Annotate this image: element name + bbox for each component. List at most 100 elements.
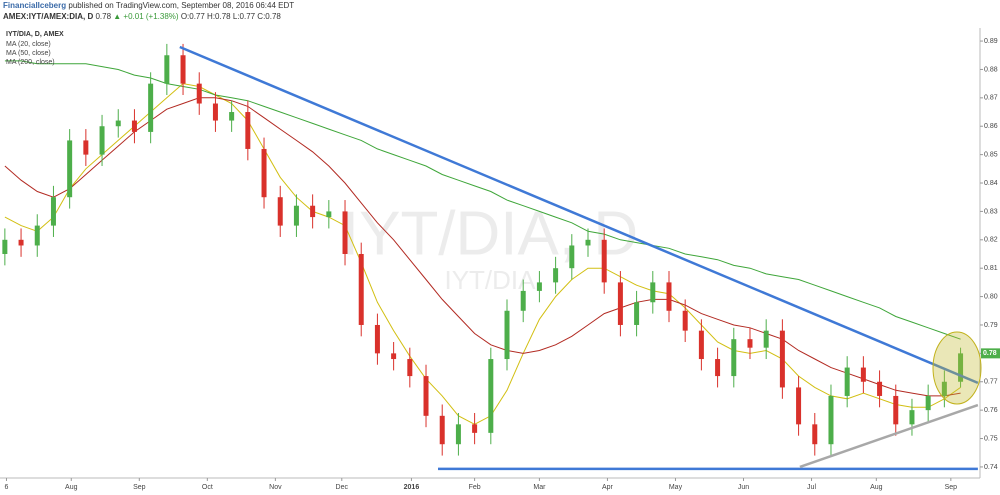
x-tick-label: 6 [5, 484, 9, 491]
watermark-sub: IYT/DIA [444, 265, 536, 295]
y-tick-label: 0.86 [984, 123, 998, 130]
candle-body [796, 387, 802, 425]
candle-body [245, 112, 251, 149]
ma-line [4, 97, 961, 397]
legend-entry: MA (20, close) [6, 41, 51, 48]
candle-body [472, 424, 478, 433]
y-tick-label: 0.77 [984, 379, 998, 386]
y-tick-label: 0.79 [984, 322, 998, 329]
candle-body [2, 239, 8, 254]
publisher: FinancialIceberg [3, 1, 67, 10]
candle-body [212, 103, 218, 121]
price-tag-label: 0.78 [983, 350, 997, 357]
x-tick-label: 2016 [404, 484, 420, 491]
watermark: IYT/DIA, D [342, 199, 638, 268]
candle-body [828, 395, 834, 445]
candle-body [180, 55, 186, 84]
candle-body [941, 381, 947, 396]
x-tick-label: Aug [870, 484, 883, 491]
candle-body [909, 410, 915, 425]
candle-body [504, 310, 510, 360]
candle-body [34, 225, 40, 246]
candle-body [731, 339, 737, 377]
candle-body [666, 282, 672, 311]
candle-body [50, 197, 56, 226]
symbol: AMEX:IYT/AMEX:DIA, D [3, 12, 94, 21]
candle-body [958, 353, 964, 382]
y-tick-label: 0.89 [984, 38, 998, 45]
x-tick-label: Sep [945, 484, 958, 491]
candle-body [634, 302, 640, 325]
candle-body [812, 424, 818, 445]
candle-body [83, 140, 89, 155]
candle-body [860, 367, 866, 382]
candle-body [553, 268, 559, 283]
candle-body [601, 239, 607, 283]
x-tick-label: Jun [738, 484, 749, 491]
candle-body [455, 424, 461, 445]
x-tick-label: Aug [65, 484, 78, 491]
candle-body [893, 395, 899, 425]
y-tick-label: 0.83 [984, 208, 998, 215]
candle-body [342, 211, 348, 254]
candle-body [358, 253, 364, 325]
candle-body [763, 330, 769, 348]
last-price: 0.78 [95, 12, 112, 21]
x-tick-label: Dec [336, 484, 349, 491]
y-tick-label: 0.76 [984, 407, 998, 414]
candle-body [715, 359, 721, 377]
candle-body [585, 239, 591, 246]
ma-line [4, 83, 961, 425]
x-tick-label: Jul [807, 484, 816, 491]
candle-body [423, 376, 429, 416]
candle-body [115, 120, 121, 127]
trend-line [799, 403, 979, 469]
trend-line [179, 45, 979, 385]
y-tick-label: 0.88 [984, 66, 998, 73]
candle-body [310, 205, 316, 218]
ohlc: O:0.77 H:0.78 L:0.77 C:0.78 [180, 12, 281, 21]
x-tick-label: Nov [269, 484, 282, 491]
candle-body [164, 55, 170, 84]
x-tick-label: May [669, 484, 683, 491]
candle-body [148, 83, 154, 132]
candle-body [229, 112, 235, 121]
x-tick-label: Feb [469, 484, 481, 491]
candle-body [277, 197, 283, 226]
legend-title: IYT/DIA, D, AMEX [6, 31, 64, 38]
candle-body [196, 83, 202, 104]
candle-body [293, 205, 299, 226]
candle-body [374, 324, 380, 354]
header-line-1: FinancialIceberg published on TradingVie… [3, 1, 294, 10]
candle-body [520, 290, 526, 311]
candle-body [536, 282, 542, 291]
change: ▲ +0.01 (+1.38%) [113, 12, 179, 21]
x-tick-label: Oct [202, 484, 213, 491]
candle-body [877, 381, 883, 396]
candle-body [326, 211, 332, 218]
candle-body [18, 239, 24, 246]
candle-body [682, 310, 688, 331]
candle-body [261, 148, 267, 198]
price-tag [981, 348, 1000, 359]
header-line-2: AMEX:IYT/AMEX:DIA, D 0.78 ▲ +0.01 (+1.38… [3, 12, 281, 21]
y-tick-label: 0.81 [984, 265, 998, 272]
y-tick-label: 0.85 [984, 151, 998, 158]
highlight-ellipse [932, 331, 982, 405]
candle-body [439, 415, 445, 445]
candle-body [617, 282, 623, 325]
y-tick-label: 0.87 [984, 95, 998, 102]
ma-line [4, 60, 961, 340]
x-tick-label: Apr [602, 484, 614, 491]
plot [2, 43, 979, 471]
candle-body [99, 126, 105, 155]
candle-body [391, 353, 397, 360]
candle-body [569, 245, 575, 269]
published: published on TradingView.com, September … [68, 1, 295, 10]
candle-body [779, 330, 785, 388]
y-tick-label: 0.80 [984, 293, 998, 300]
x-tick-label: Sep [133, 484, 146, 491]
y-tick-label: 0.75 [984, 435, 998, 442]
